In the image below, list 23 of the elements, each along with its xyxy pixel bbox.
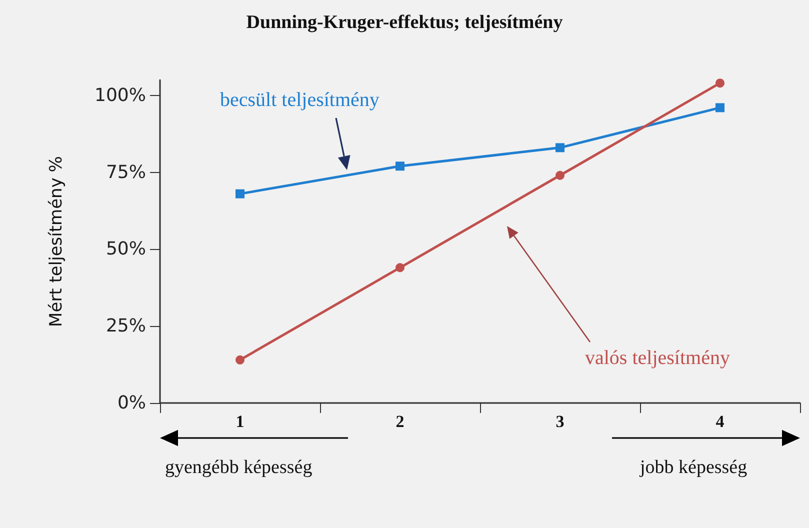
- text: valós teljesítmény: [585, 347, 730, 369]
- point: [556, 143, 564, 152]
- point: [716, 78, 724, 88]
- y-tick-label: 0%: [117, 392, 146, 414]
- y-tick-label: 50%: [106, 238, 146, 260]
- point: [396, 263, 404, 272]
- y-tick-label: 25%: [106, 316, 146, 337]
- point: [236, 189, 244, 198]
- text: gyengébb képesség: [165, 457, 313, 478]
- text: jobb képesség: [639, 457, 748, 478]
- point: [236, 355, 244, 364]
- y-tick-label: 100%: [94, 84, 146, 106]
- x-tick-label: 2: [396, 412, 404, 431]
- point: [396, 162, 404, 171]
- y-tick-label: 75%: [106, 162, 146, 183]
- point: [556, 170, 564, 180]
- x-tick-label: 3: [556, 412, 564, 431]
- x-tick-label: 1: [236, 412, 244, 431]
- text: becsült teljesítmény: [220, 89, 380, 111]
- point: [716, 103, 724, 112]
- x-tick-label: 4: [716, 412, 725, 431]
- y-axis-title: Mért teljesítmény %: [46, 156, 66, 327]
- chart-title: Dunning-Kruger-effektus; teljesítmény: [246, 12, 564, 33]
